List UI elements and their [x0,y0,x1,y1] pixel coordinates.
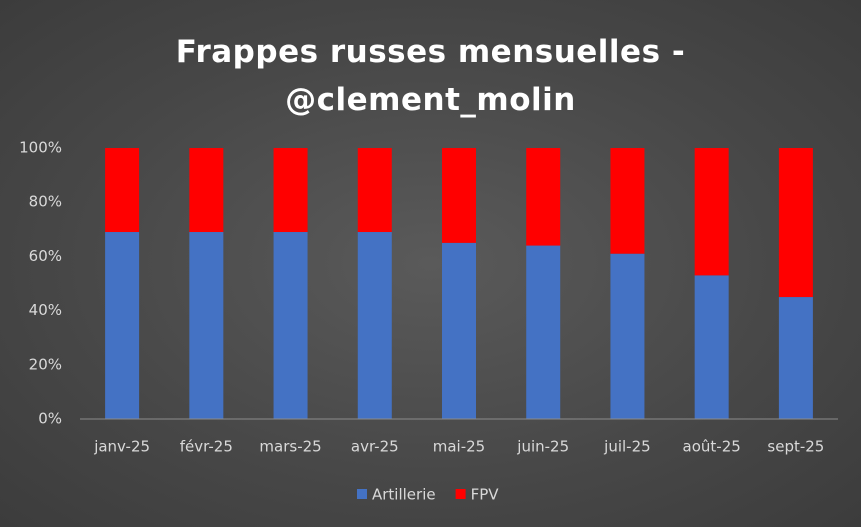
legend-swatch [357,489,367,499]
chart-title: Frappes russes mensuelles - @clement_mol… [175,34,686,118]
bar-segment [442,242,476,419]
x-tick-label: avr-25 [351,438,399,456]
bar-segment [357,148,392,233]
x-tick-label: juin-25 [516,438,569,456]
x-tick-label: sept-25 [767,438,824,456]
y-tick-label: 60% [29,247,62,265]
bar-segment [778,297,813,419]
bar-segment [526,148,561,246]
bar-segment [273,148,308,233]
bar-segment [189,232,224,419]
bar-segment [357,232,392,419]
bar-segment [694,275,729,419]
y-tick-label: 80% [29,193,62,211]
bar-segment [694,148,729,276]
legend-label: Artillerie [372,486,436,504]
legend-swatch [455,489,466,499]
bar-segment [105,232,140,419]
x-tick-label: juil-25 [603,438,651,456]
y-tick-label: 100% [19,139,62,157]
x-tick-label: févr-25 [180,438,233,456]
x-tick-label: août-25 [683,438,741,456]
y-tick-label: 40% [29,301,62,319]
bar-segment [610,253,645,419]
bar-segment [105,148,140,233]
x-tick-label: mai-25 [433,438,485,456]
y-tick-label: 20% [29,355,62,373]
bar-segment [526,245,561,419]
bar-segment [610,148,645,254]
bar-segment [273,232,308,419]
x-tick-label: janv-25 [93,438,150,456]
bar-segment [189,148,224,233]
bar-segment [442,148,476,243]
bar-segment [778,148,813,298]
y-tick-label: 0% [38,410,62,428]
legend-label: FPV [471,486,500,504]
x-tick-label: mars-25 [259,438,321,456]
